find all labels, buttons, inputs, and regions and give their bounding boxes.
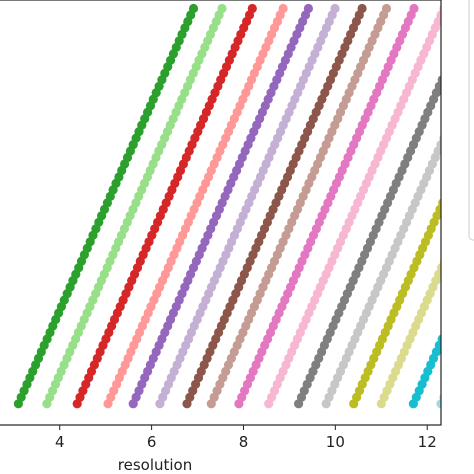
series-13 [349,153,467,409]
data-point [446,56,455,65]
data-point [461,23,470,32]
data-point [455,36,464,45]
data-point [443,321,452,330]
data-point [454,224,463,233]
data-point [463,276,472,285]
data-point [448,373,457,382]
data-point [437,75,441,85]
x-tick-label: 10 [326,433,345,451]
data-point [445,380,454,389]
data-point [457,95,466,104]
data-point [468,328,474,337]
series-15 [408,263,474,409]
x-tick-label: 12 [418,433,437,451]
data-point [330,3,340,14]
data-point [462,341,471,350]
series-7 [182,3,367,409]
series-9 [234,3,419,409]
data-point [455,296,464,305]
x-tick-label: 4 [55,433,65,451]
data-point [449,308,458,317]
data-point [461,283,470,292]
data-point [452,43,461,52]
series-8 [206,3,392,409]
data-point [454,360,463,369]
data-point [444,185,453,194]
data-point [443,62,452,71]
data-point [436,10,441,20]
series-6 [155,3,340,409]
data-point [448,114,457,123]
x-axis-label: resolution [118,456,192,474]
data-point [446,244,455,253]
data-point [381,3,392,14]
data-point [437,263,441,273]
data-point [455,159,464,168]
data-point [442,386,451,395]
data-point [459,88,468,97]
data-point [449,237,458,246]
data-point [458,289,467,298]
series-5 [128,3,313,409]
data-point [451,367,460,376]
data-point [443,250,452,259]
data-point [453,166,462,175]
x-tick-label: 6 [147,433,157,451]
data-point [434,81,441,91]
data-point [459,347,468,356]
series-4 [103,3,288,409]
plot-frame [0,0,442,426]
series-10 [264,4,441,409]
data-point [457,218,466,227]
data-point [435,204,441,214]
data-point [437,334,441,344]
data-point [447,179,456,188]
legend-box [468,0,474,241]
x-tick-label: 8 [239,433,249,451]
data-point [409,3,419,14]
series-2 [42,3,227,409]
series-12 [321,88,468,409]
data-point [217,3,227,14]
data-point [457,354,466,363]
data-points [13,3,474,409]
data-point [278,3,288,14]
data-point [440,330,441,335]
data-point [451,108,460,117]
series-1 [13,3,199,409]
data-point [469,263,474,272]
data-point [446,315,455,324]
data-point [466,270,474,279]
data-point [452,302,461,311]
data-point [357,3,367,14]
series-16 [436,328,474,409]
data-point [450,172,459,181]
series-14 [376,211,469,409]
data-point [451,231,460,240]
data-point [465,334,474,343]
x-axis: 4 6 8 10 12 [55,425,437,451]
data-point [441,192,450,201]
series-3 [72,3,257,409]
data-point [438,198,441,208]
data-point [445,121,454,130]
data-point [440,71,441,76]
data-point [188,3,199,14]
series-11 [294,23,470,409]
data-point [303,3,313,14]
data-point [247,3,257,14]
data-point [458,30,467,39]
data-point [436,140,441,150]
data-point [460,211,469,220]
data-point [434,269,441,279]
data-point [436,399,441,409]
data-point [454,101,463,110]
data-point [449,49,458,58]
data-point [442,127,451,136]
data-point [434,340,441,350]
data-point [458,153,467,162]
